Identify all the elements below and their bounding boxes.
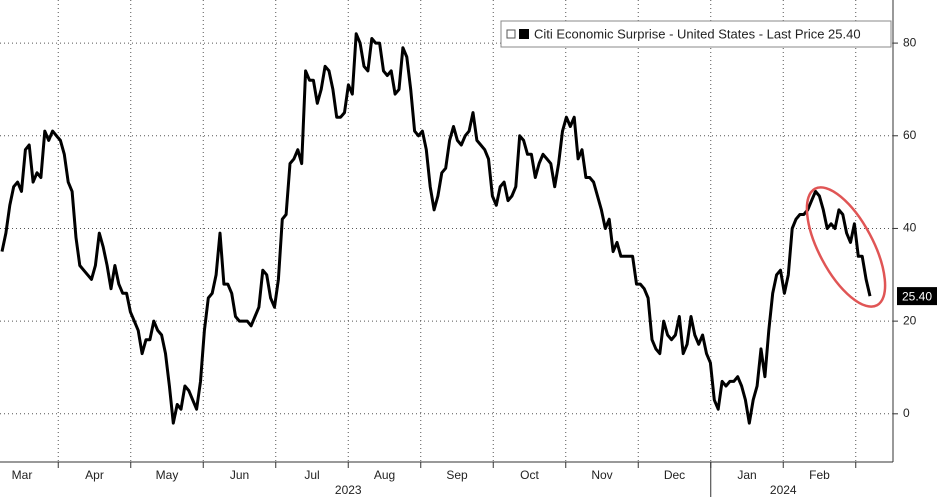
legend-toggle [506, 29, 516, 39]
x-tick-label: Nov [591, 468, 612, 482]
x-tick-label: Aug [374, 468, 395, 482]
y-tick-label: 20 [903, 313, 917, 327]
line-series [0, 32, 872, 425]
x-tick-label: Oct [520, 468, 539, 482]
year-label: 2024 [770, 483, 797, 497]
x-tick-label: Jan [737, 468, 756, 482]
legend-box [500, 20, 892, 48]
highlight-ellipse [805, 186, 887, 308]
x-tick-label: Apr [85, 468, 104, 482]
y-tick-label: 60 [903, 128, 917, 142]
x-tick-label: May [156, 468, 179, 482]
x-tick-label: Sep [446, 468, 468, 482]
year-label: 2023 [335, 483, 362, 497]
x-tick-label: Jun [230, 468, 249, 482]
x-tick-label: Feb [809, 468, 830, 482]
x-tick-label: Jul [304, 468, 319, 482]
x-tick-label: Mar [12, 468, 33, 482]
last-price-label: 25.40 [902, 289, 932, 303]
legend-swatch [519, 29, 529, 39]
legend: Citi Economic Surprise - United States -… [500, 20, 892, 48]
legend-label: Citi Economic Surprise - United States -… [534, 26, 861, 41]
y-tick-label: 40 [903, 221, 917, 235]
x-tick-label: Dec [664, 468, 685, 482]
y-tick-label: 0 [903, 406, 910, 420]
y-tick-label: 80 [903, 35, 917, 49]
last-price-tag [897, 287, 937, 306]
